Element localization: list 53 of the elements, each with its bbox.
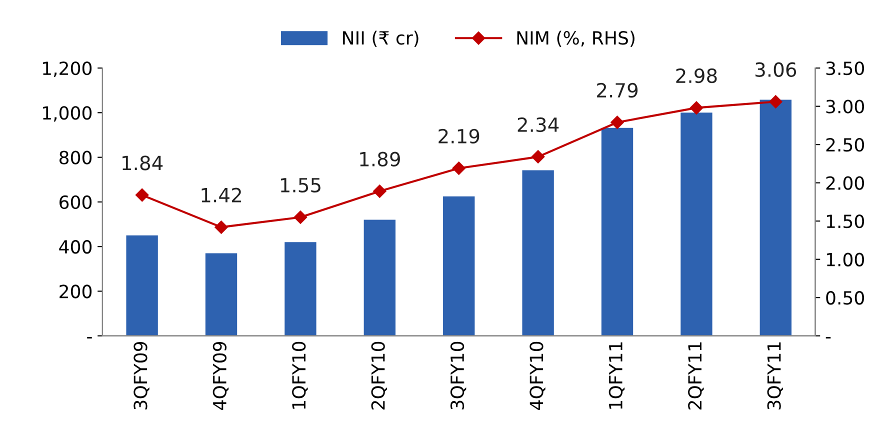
point (452, 162, 466, 175)
x-tick-label: 3QFY11 (767, 342, 783, 410)
y2-tick-label: - (826, 337, 831, 338)
data-label: 2.19 (438, 128, 480, 144)
x-tick-label: 1QFY11 (608, 342, 625, 409)
bar (443, 196, 475, 336)
y-tick-label: 200 (60, 284, 92, 298)
y2-tick-label: 2.50 (826, 138, 864, 152)
bar (205, 253, 238, 336)
point (214, 220, 228, 234)
bar (522, 170, 554, 336)
point (531, 150, 545, 164)
bar (284, 242, 316, 336)
data-label: 2.98 (676, 68, 717, 84)
point (373, 184, 386, 198)
y2-tick-label: 3.00 (826, 100, 864, 114)
legend-label: NII (₹ cr) (343, 30, 418, 47)
y-tick-label: 600 (60, 195, 92, 210)
x-tick-label: 3QFY10 (450, 342, 466, 410)
y2-tick-label: 1.50 (826, 214, 864, 228)
data-label: 2.79 (597, 82, 638, 98)
y-tick-label: 1,200 (43, 62, 92, 78)
data-label: 1.42 (202, 188, 241, 202)
y-tick-label: 400 (59, 240, 92, 254)
data-label: 1.89 (360, 152, 400, 167)
point (769, 95, 782, 108)
bar (680, 112, 712, 336)
legend-label: NIM (%, RHS) (517, 30, 634, 47)
data-label: 2.34 (518, 117, 559, 132)
y-tick-label: 1,000 (43, 106, 92, 122)
y2-tick-label: 1.00 (826, 252, 864, 266)
x-tick-label: 1QFY10 (292, 342, 308, 409)
y2-tick-label: 2.00 (826, 176, 864, 190)
y-tick-label: 800 (60, 150, 92, 164)
data-label: 3.06 (756, 62, 796, 77)
x-tick-label: 4QFY09 (212, 342, 229, 410)
point (294, 210, 308, 224)
point (690, 101, 704, 114)
point (610, 116, 624, 129)
x-tick-label: 2QFY10 (371, 342, 387, 410)
bar (760, 100, 792, 336)
x-tick-label: 2QFY11 (688, 342, 704, 410)
y2-tick-label: 3.50 (826, 62, 864, 76)
point (135, 188, 149, 202)
data-label: 1.84 (122, 156, 163, 170)
x-tick-label: 4QFY10 (530, 342, 546, 410)
y2-tick-label: 0.50 (826, 291, 864, 305)
bar (601, 128, 634, 336)
bar (364, 220, 396, 336)
y-tick-label: - (87, 337, 92, 338)
x-tick-label: 3QFY09 (134, 342, 150, 410)
data-label: 1.55 (280, 178, 320, 193)
bar (126, 235, 158, 336)
